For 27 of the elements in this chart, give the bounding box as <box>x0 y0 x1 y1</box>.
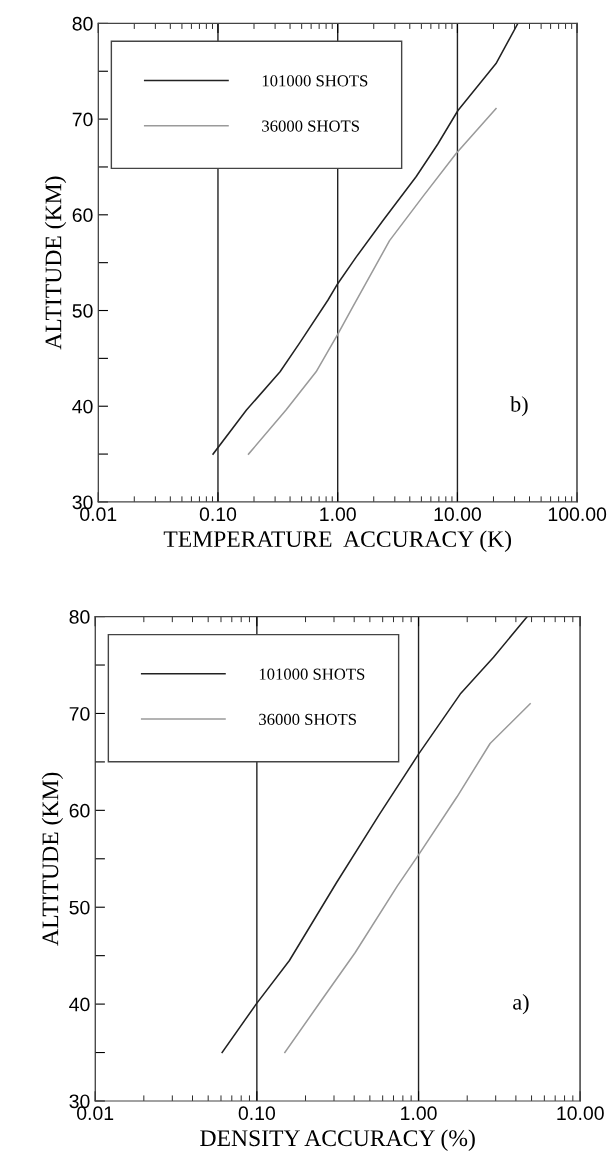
y-axis-title: ALTITUDE (KM) <box>41 772 64 946</box>
x-tick-label: 0.10 <box>199 507 237 522</box>
legend-label: 36000 SHOTS <box>259 713 356 725</box>
y-tick-label: 40 <box>69 997 90 1012</box>
x-tick-label: 1.00 <box>320 507 356 522</box>
annotation: b) <box>510 396 528 417</box>
legend-label: 36000 SHOTS <box>262 120 359 132</box>
x-tick-label: 1.00 <box>401 1106 437 1121</box>
x-tick-label: 10.00 <box>434 507 481 522</box>
y-tick-label: 40 <box>72 399 93 414</box>
y-tick-label: 60 <box>72 208 93 223</box>
y-tick-label: 50 <box>69 900 90 915</box>
x-axis-title: DENSITY ACCURACY (%) <box>200 1129 475 1151</box>
y-tick-label: 80 <box>69 610 90 624</box>
y-tick-label: 50 <box>72 303 93 318</box>
annotation: a) <box>513 994 529 1015</box>
x-axis-title: TEMPERATURE ACCURACY (K) <box>163 530 512 552</box>
x-tick-label: 0.10 <box>238 1106 276 1121</box>
y-tick-label: 70 <box>72 112 93 127</box>
x-tick-label: 100.00 <box>548 507 607 522</box>
y-axis-title: ALTITUDE (KM) <box>44 176 67 350</box>
x-tick-label: 10.00 <box>557 1106 604 1121</box>
y-tick-label: 70 <box>69 706 90 721</box>
legend-label: 101000 SHOTS <box>259 668 365 680</box>
legend-label: 101000 SHOTS <box>262 75 368 87</box>
y-tick-label: 60 <box>69 803 90 818</box>
y-tick-label: 80 <box>72 16 93 31</box>
